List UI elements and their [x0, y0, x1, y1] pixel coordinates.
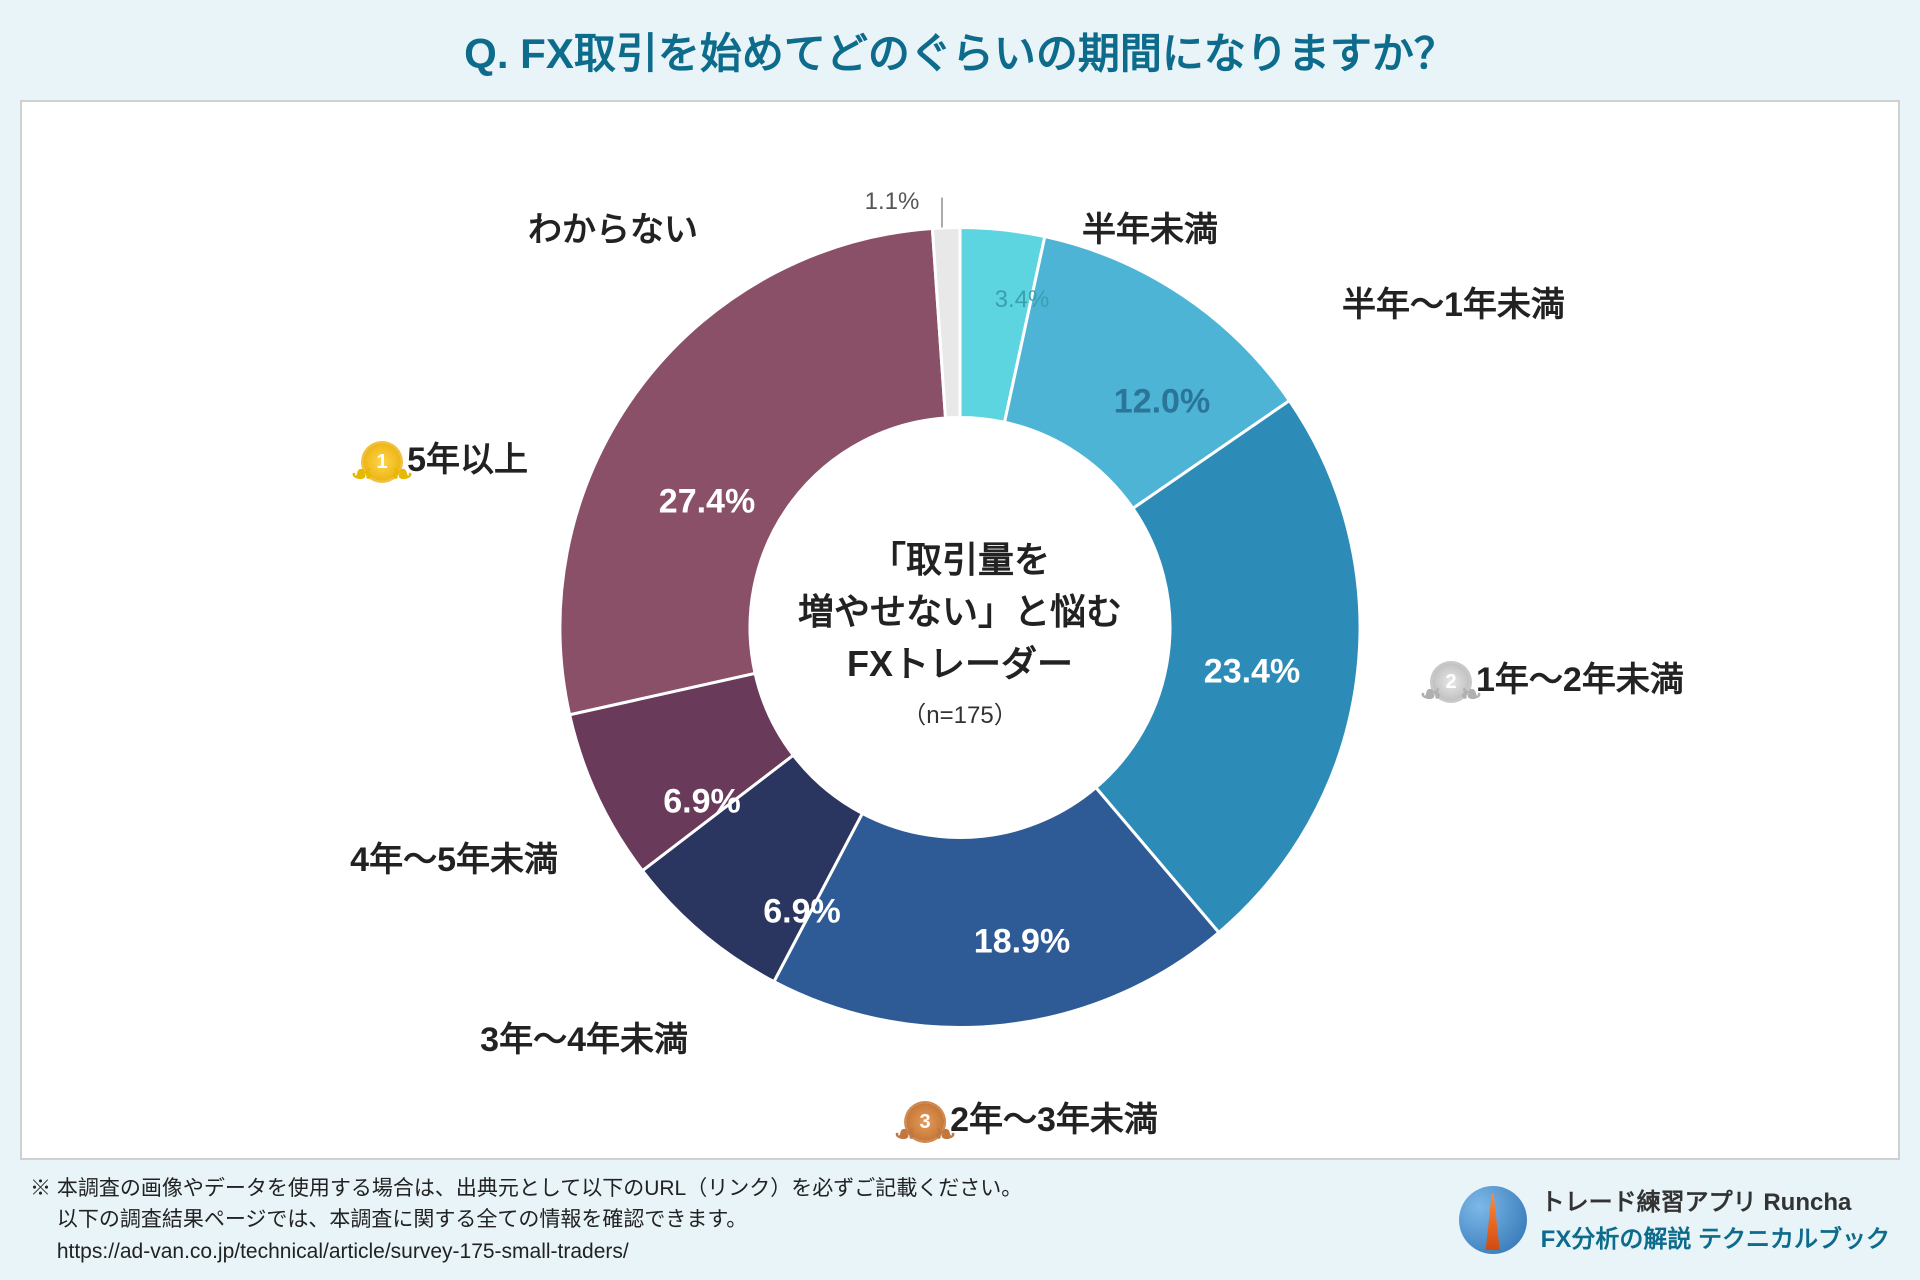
footer-line-1: ※ 本調査の画像やデータを使用する場合は、出典元として以下のURL（リンク）を必…: [30, 1173, 1022, 1205]
slice-label: 3❧❧2年～3年未満: [906, 1092, 1158, 1141]
footer-line-3: https://ad-van.co.jp/technical/article/s…: [30, 1236, 1022, 1268]
center-line-2: 増やせない」と悩む: [770, 583, 1150, 635]
footer-line-2: 以下の調査結果ページでは、本調査に関する全ての情報を確認できます。: [30, 1204, 1022, 1236]
slice-pct: 1.1%: [865, 188, 920, 216]
center-line-3: FXトレーダー: [770, 635, 1150, 687]
slice-label: 1❧❧5年以上: [363, 432, 528, 481]
slice-label-text: 1年～2年未満: [1476, 661, 1684, 699]
page-title: Q. FX取引を始めてどのぐらいの期間になりますか？: [464, 20, 1456, 81]
slice-label: わからない: [528, 202, 698, 251]
slice-pct: 27.4%: [659, 483, 755, 522]
slice-label-text: 半年～1年未満: [1342, 286, 1565, 324]
medal-bronze-icon: 3❧❧: [906, 1103, 944, 1141]
slice-pct: 3.4%: [995, 286, 1050, 314]
slice-label-text: わからない: [528, 211, 698, 249]
slice-label: 半年～1年未満: [1342, 277, 1565, 326]
center-line-1: 「取引量を: [770, 531, 1150, 583]
donut-chart: 「取引量を 増やせない」と悩む FXトレーダー （n=175）: [510, 178, 1410, 1083]
slice-label: 2❧❧1年～2年未満: [1432, 652, 1684, 701]
slice-label: 4年～5年未満: [350, 832, 558, 881]
center-n: （n=175）: [770, 695, 1150, 730]
donut-center: 「取引量を 増やせない」と悩む FXトレーダー （n=175）: [770, 531, 1150, 730]
slice-label: 半年未満: [1082, 202, 1218, 251]
slice-pct: 18.9%: [974, 923, 1070, 962]
slice-label-text: 半年未満: [1082, 211, 1218, 249]
slice-pct: 12.0%: [1114, 383, 1210, 422]
slice-label-text: 3年～4年未満: [480, 1021, 688, 1059]
slice-label-text: 4年～5年未満: [350, 841, 558, 879]
footer-brand-block: トレード練習アプリ Runcha FX分析の解説 テクニカルブック: [1459, 1186, 1890, 1255]
medal-gold-icon: 1❧❧: [363, 443, 401, 481]
slice-label: 3年～4年未満: [480, 1012, 688, 1061]
slice-pct: 23.4%: [1204, 653, 1300, 692]
header: Q. FX取引を始めてどのぐらいの期間になりますか？: [0, 0, 1920, 100]
slice-label-text: 2年～3年未満: [950, 1101, 1158, 1139]
slice-pct: 6.9%: [763, 893, 841, 932]
slice-pct: 6.9%: [663, 783, 741, 822]
footer-attribution: ※ 本調査の画像やデータを使用する場合は、出典元として以下のURL（リンク）を必…: [30, 1173, 1022, 1268]
brand-line-2: FX分析の解説 テクニカルブック: [1541, 1219, 1890, 1254]
brand-logo-icon: [1459, 1186, 1527, 1254]
brand-line-1: トレード練習アプリ Runcha: [1541, 1186, 1890, 1220]
slice-label-text: 5年以上: [407, 441, 528, 479]
footer: ※ 本調査の画像やデータを使用する場合は、出典元として以下のURL（リンク）を必…: [0, 1160, 1920, 1280]
chart-panel: 「取引量を 増やせない」と悩む FXトレーダー （n=175） 3.4% 半年未満…: [20, 100, 1900, 1160]
medal-silver-icon: 2❧❧: [1432, 663, 1470, 701]
